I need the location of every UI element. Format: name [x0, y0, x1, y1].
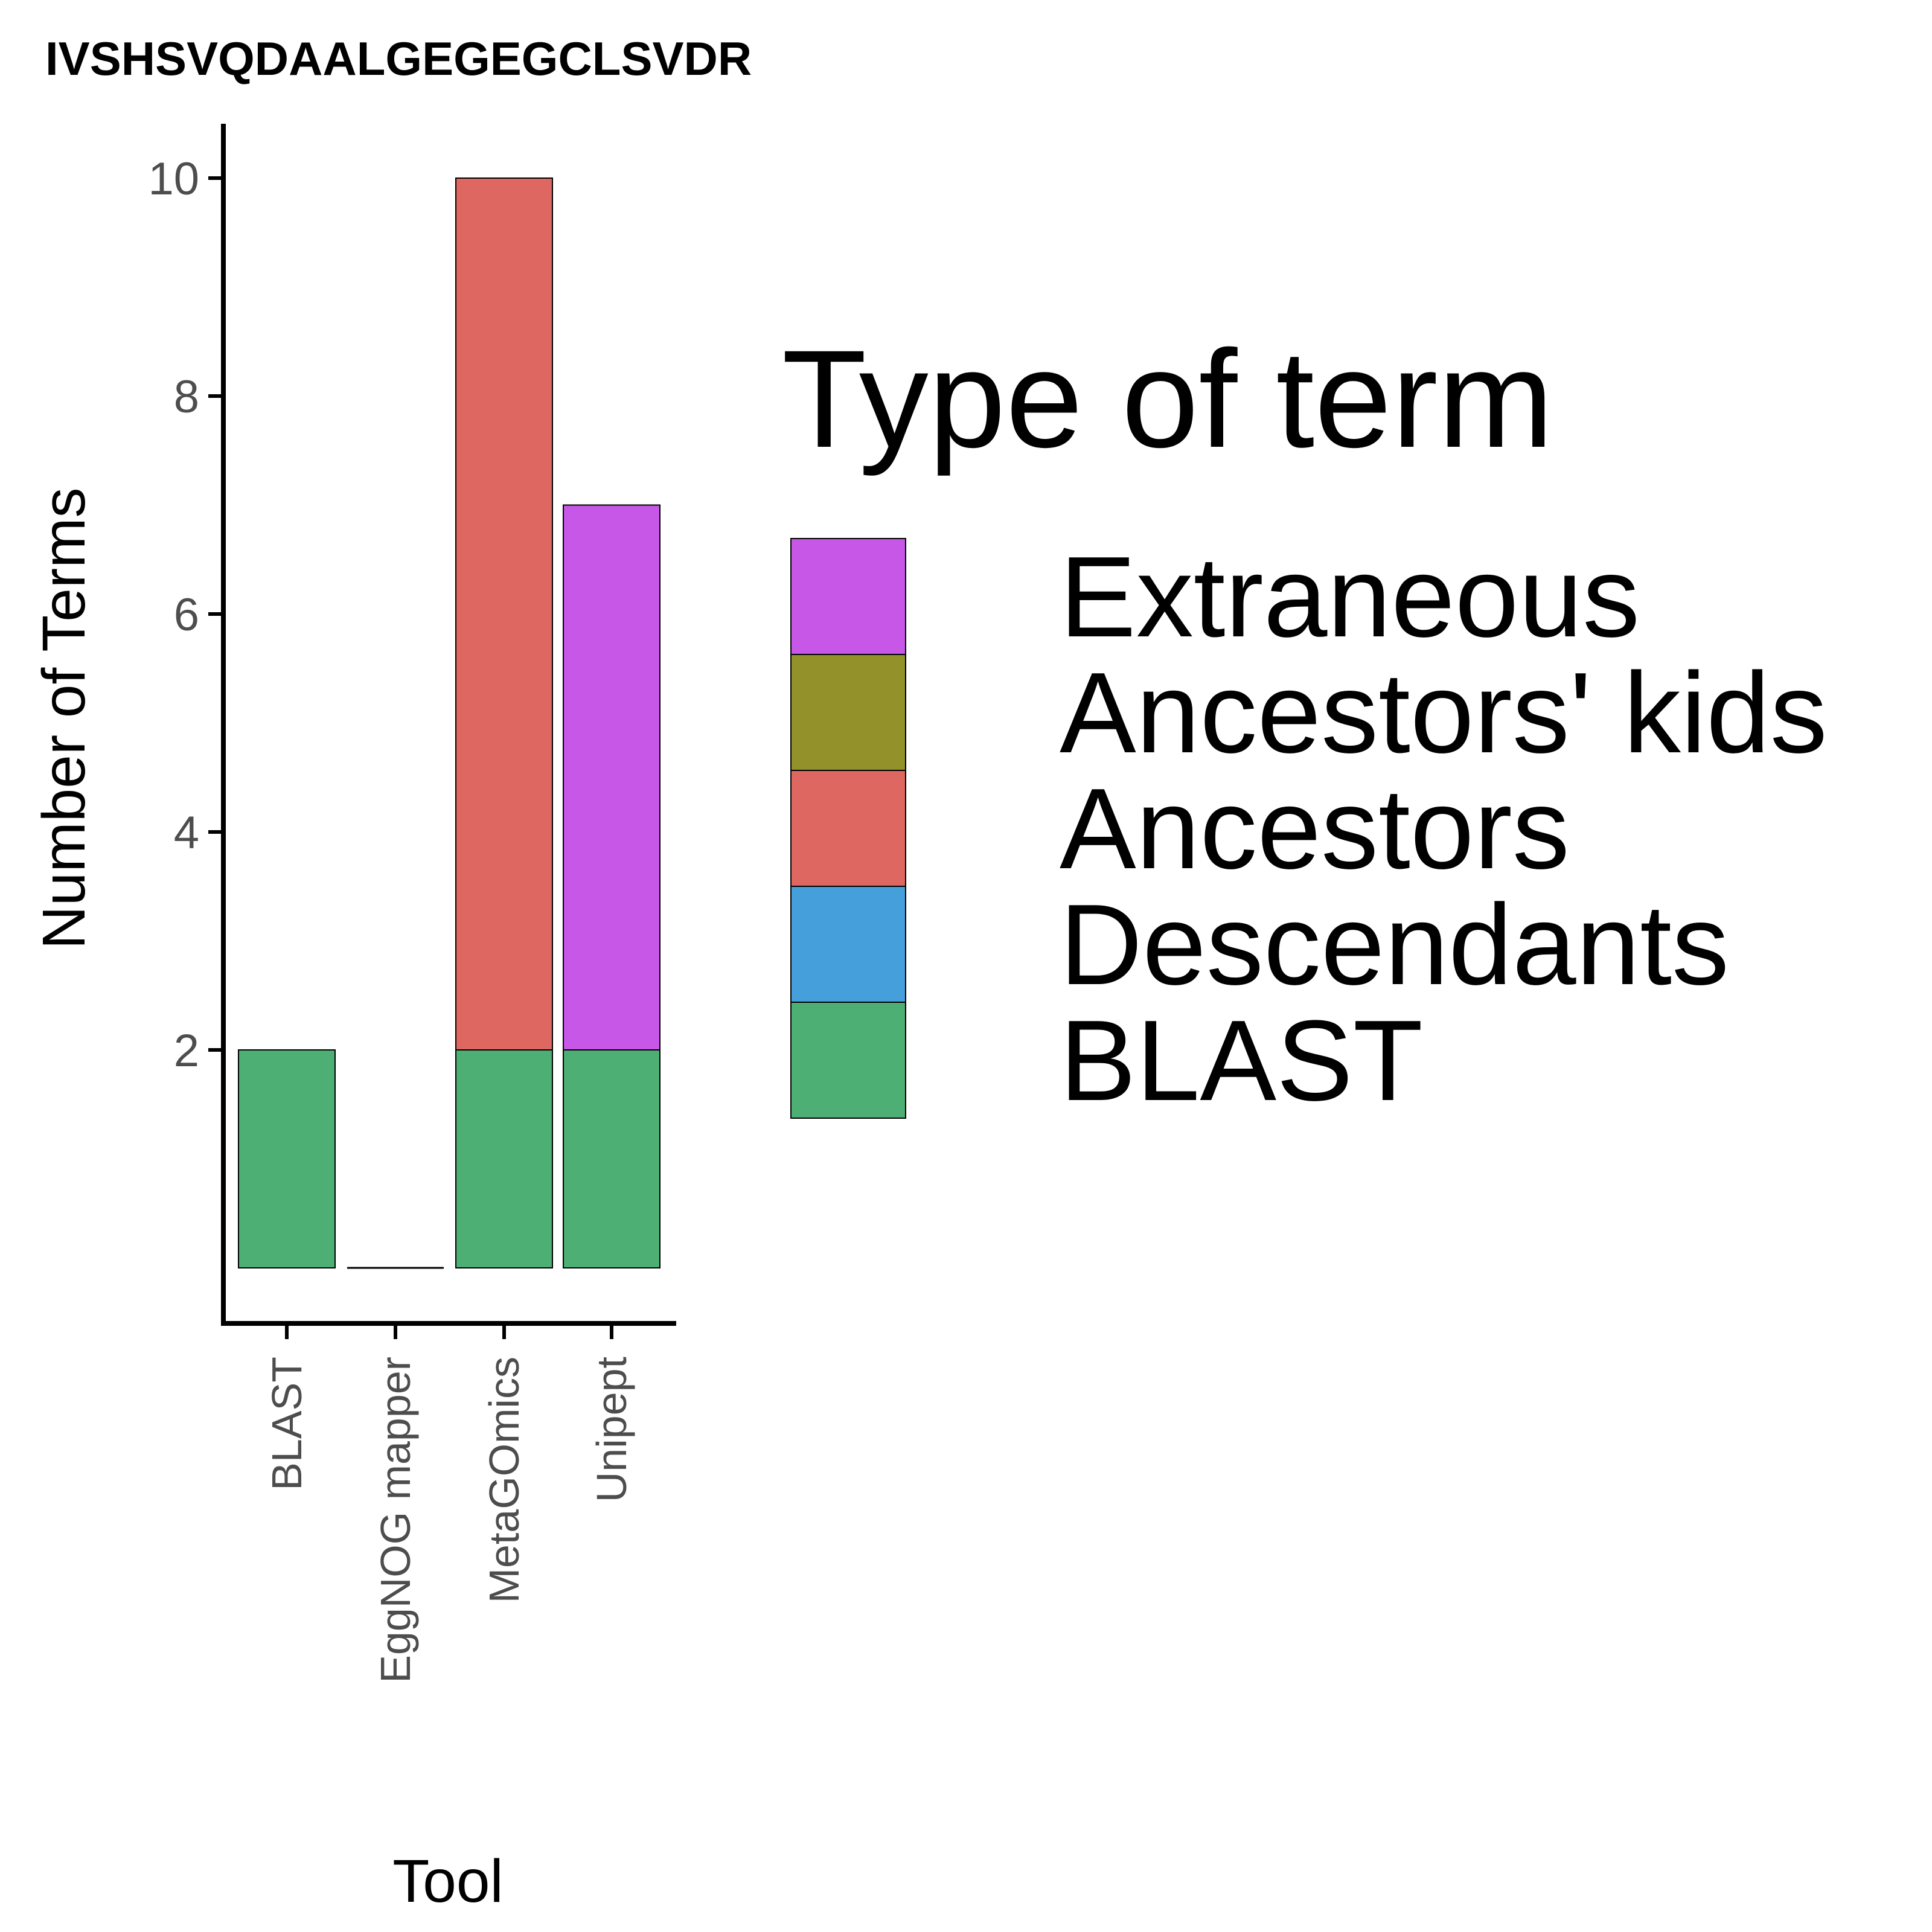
y-tick-label: 8	[174, 371, 199, 423]
bar-blast-blast	[238, 1049, 336, 1268]
legend-title: Type of term	[782, 321, 1553, 476]
legend-label: Extraneous	[1060, 533, 1640, 661]
x-tick-label: MetaGOmics	[481, 1357, 528, 1603]
legend-label: Ancestors' kids	[1060, 649, 1828, 777]
x-axis: BLAST EggNOG mapper MetaGOmics Unipept	[221, 1321, 676, 1683]
bar-metagomics-blast	[455, 1049, 553, 1268]
bar-unipept-blast	[563, 1049, 661, 1268]
legend-key-descendants	[790, 886, 906, 1003]
x-tick-label: EggNOG mapper	[372, 1357, 419, 1683]
y-tick-label: 6	[174, 589, 199, 641]
x-axis-title: Tool	[392, 1847, 503, 1915]
y-axis: 2 4 6 8 10	[148, 124, 226, 1323]
x-tick-label: BLAST	[263, 1357, 310, 1491]
y-axis-title: Number of Terms	[30, 487, 98, 949]
bars-group	[238, 178, 661, 1269]
legend-key-ancestors	[790, 770, 906, 887]
legend-key-extraneous	[790, 538, 906, 655]
chart-title: IVSHSVQDAALGEGEGCLSVDR	[45, 32, 752, 85]
legend-key-blast	[790, 1002, 906, 1119]
y-tick-label: 2	[174, 1025, 199, 1076]
legend-key-ancestors-kids	[790, 654, 906, 771]
bar-metagomics-ancestors	[455, 178, 553, 1051]
legend-label: Ancestors	[1060, 765, 1570, 893]
legend-label: BLAST	[1060, 997, 1423, 1125]
y-tick-label: 4	[174, 807, 199, 859]
bar-unipept-extraneous	[563, 504, 661, 1051]
y-tick-label: 10	[148, 153, 199, 205]
legend-label: Descendants	[1060, 881, 1729, 1009]
x-tick-label: Unipept	[588, 1357, 635, 1502]
